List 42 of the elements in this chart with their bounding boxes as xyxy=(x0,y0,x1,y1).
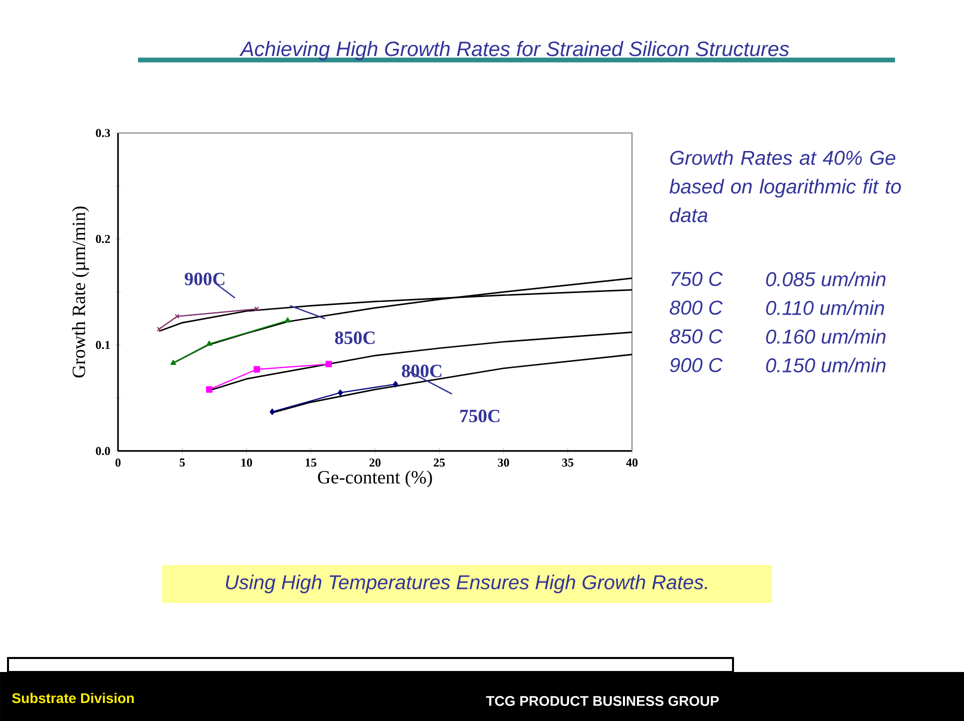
x-tick-label: 10 xyxy=(241,458,252,467)
point xyxy=(284,317,290,322)
text: 850 C xyxy=(670,329,723,344)
point xyxy=(170,360,176,365)
text: TCG PRODUCT BUSINESS GROUP xyxy=(486,696,719,706)
annotation: 900C xyxy=(184,272,224,286)
annotation: 750C xyxy=(460,410,500,422)
text: Growth Rates at 40% Ge based on logarithmic fit to data xyxy=(670,150,901,222)
point xyxy=(393,381,398,388)
text: 0.150 um/min xyxy=(766,358,886,372)
y-tick-label: 0.1 xyxy=(96,340,110,350)
x-tick-label: 5 xyxy=(180,458,185,467)
point xyxy=(326,360,332,368)
text: 0.085 um/min xyxy=(766,272,886,286)
x-tick-label: 40 xyxy=(626,458,638,467)
x-tick-label: 20 xyxy=(370,458,381,467)
x-tick-label: 25 xyxy=(434,458,445,467)
annotation: 800C xyxy=(402,364,442,378)
text: 0.160 um/min xyxy=(766,329,886,344)
point xyxy=(270,408,275,415)
text: Using High Temperatures Ensures High Growth Rates. xyxy=(226,574,707,594)
y-tick-label: 0.2 xyxy=(96,234,110,244)
point xyxy=(338,389,343,396)
text: 750 C xyxy=(671,272,723,286)
x-axis-title: Ge-content (%) xyxy=(318,470,432,488)
x-tick-label: 30 xyxy=(498,458,510,467)
chart-title: Achieving High Growth Rates for Strained Silicon Structures xyxy=(239,41,790,60)
annotation: 850C xyxy=(335,331,375,344)
x-tick-label: 35 xyxy=(562,458,574,467)
x-tick-label: 15 xyxy=(306,458,316,467)
point xyxy=(206,386,212,393)
y-tick-label: 0.3 xyxy=(96,128,110,138)
x-tick-label: 0 xyxy=(115,458,121,467)
point xyxy=(254,366,260,373)
text: 900 C xyxy=(670,358,723,372)
point xyxy=(206,340,212,346)
y-tick-label: 0.0 xyxy=(96,446,110,456)
point xyxy=(174,314,180,319)
text: Substrate Division xyxy=(12,692,134,704)
text: 800 C xyxy=(670,300,723,315)
text: 0.110 um/min xyxy=(766,300,884,316)
y-axis-title: Growth Rate (µm/min) xyxy=(72,206,89,378)
